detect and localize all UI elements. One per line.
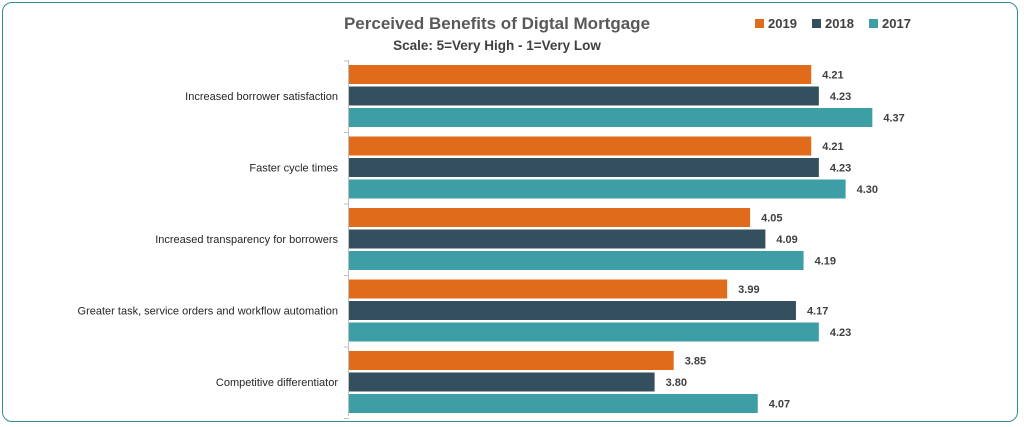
legend-swatch-2017 — [869, 19, 878, 28]
bar-2018 — [349, 86, 819, 106]
data-label-2019: 3.99 — [738, 284, 759, 296]
category-label: Increased transparency for borrowers — [155, 234, 338, 246]
data-label-2017: 4.07 — [769, 399, 790, 411]
data-label-2017: 4.30 — [857, 184, 878, 196]
bar-2018 — [349, 372, 655, 392]
legend-swatch-2019 — [755, 19, 764, 28]
data-label-2018: 4.09 — [776, 234, 797, 246]
data-label-2018: 4.23 — [830, 163, 851, 175]
data-label-2017: 4.23 — [830, 327, 851, 339]
data-label-2018: 4.17 — [807, 306, 828, 318]
bar-2019 — [349, 208, 751, 227]
bar-2017 — [349, 179, 846, 199]
category-labels: Increased borrower satisfaction Faster cy… — [78, 91, 339, 389]
bar-2018 — [349, 158, 819, 177]
chart-title: Perceived Benefits of Digtal Mortgage — [344, 14, 650, 33]
category-label: Greater task, service orders and workflo… — [78, 306, 338, 318]
data-labels: 4.21 4.23 4.37 4.21 4.23 4.30 4.05 4.09 4.19 3.99… — [666, 70, 905, 411]
category-label: Competitive differentiator — [216, 377, 338, 389]
bar-2017 — [349, 394, 758, 413]
bar-2017 — [349, 251, 804, 270]
category-tick-marks — [344, 60, 349, 419]
bar-2017 — [349, 108, 873, 127]
bar-2019 — [349, 136, 812, 156]
bar-2017 — [349, 322, 819, 342]
legend: 2019 2018 2017 — [755, 16, 911, 31]
data-label-2019: 3.85 — [685, 356, 706, 368]
category-label: Faster cycle times — [249, 163, 338, 175]
bar-2019 — [349, 279, 728, 299]
data-label-2019: 4.21 — [822, 141, 843, 153]
legend-swatch-2018 — [812, 19, 821, 28]
legend-label-2017: 2017 — [882, 16, 911, 31]
bar-2018 — [349, 301, 796, 320]
chart-subtitle: Scale: 5=Very High - 1=Very Low — [393, 38, 601, 53]
data-label-2018: 3.80 — [666, 377, 687, 389]
data-label-2017: 4.19 — [815, 256, 836, 268]
category-label: Increased borrower satisfaction — [185, 91, 338, 103]
data-label-2017: 4.37 — [883, 113, 904, 125]
data-label-2019: 4.05 — [761, 213, 782, 225]
data-label-2019: 4.21 — [822, 70, 843, 82]
bars — [349, 65, 873, 413]
bar-2018 — [349, 229, 766, 249]
legend-label-2018: 2018 — [825, 16, 854, 31]
data-label-2018: 4.23 — [830, 91, 851, 103]
legend-label-2019: 2019 — [768, 16, 797, 31]
bar-2019 — [349, 65, 812, 84]
bar-2019 — [349, 351, 674, 370]
